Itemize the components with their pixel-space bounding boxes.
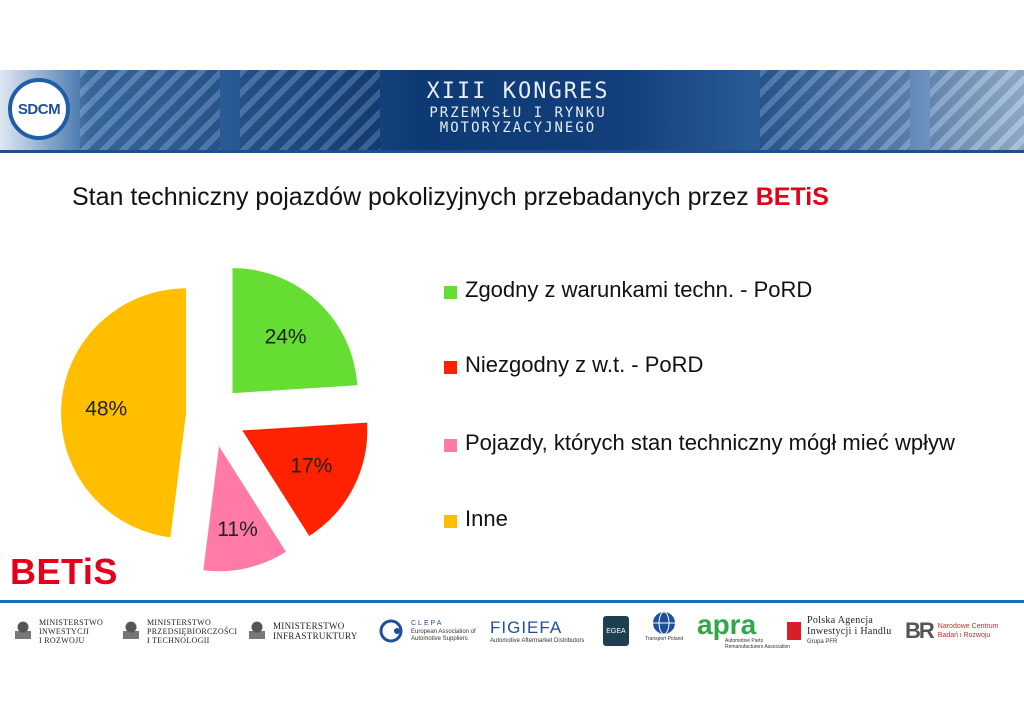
sponsor-name: CLEPA (411, 620, 444, 627)
banner-photo (240, 70, 380, 150)
sponsor-logo: MINISTERSTWO PRZEDSIĘBIORCZOŚCI I TECHNO… (120, 610, 237, 652)
legend-swatch (444, 515, 457, 528)
sponsor-subtitle: Automotive Parts Remanufacturers Associa… (725, 638, 791, 650)
sponsor-name: FIGIEFA (490, 617, 563, 637)
pie-slice (232, 268, 358, 394)
eagle-emblem-icon (120, 618, 142, 644)
legend-swatch (444, 286, 457, 299)
banner-photo (930, 70, 1024, 150)
paih-emblem-icon (787, 622, 801, 640)
pie-slice-label: 48% (85, 397, 127, 420)
eagle-emblem-icon (12, 618, 34, 644)
slide-title-text: Stan techniczny pojazdów pokolizyjnych p… (72, 183, 756, 211)
pie-slice (203, 446, 286, 572)
sponsor-subtitle: Grupa PFR (807, 639, 838, 645)
legend-swatch (444, 439, 457, 452)
ncbr-logo-icon: BR (905, 618, 935, 643)
congress-title-line3: MOTORYZACYJNEGO (439, 119, 597, 136)
sponsor-logo: FIGIEFA Automotive Aftermarket Distribut… (490, 610, 584, 652)
sponsor-name: EGEA (603, 616, 629, 646)
slide-title: Stan techniczny pojazdów pokolizyjnych p… (72, 183, 829, 212)
legend-swatch (444, 361, 457, 374)
clepa-star-icon (379, 619, 403, 643)
header-banner: SDCM XIII KONGRES PRZEMYSŁU I RYNKU MOTO… (0, 70, 1024, 153)
sponsor-logo: CLEPA European Association of Automotive… (375, 610, 476, 652)
pie-chart: 24% 17% 11% 48% (61, 268, 368, 572)
legend-label: Pojazdy, których stan techniczny mógł mi… (465, 430, 955, 455)
sponsor-name: MINISTERSTWO INFRASTRUKTURY (273, 621, 358, 641)
sponsor-name: MINISTERSTWO INWESTYCJI I ROZWOJU (39, 617, 104, 645)
sponsor-logo: apra Automotive Parts Remanufacturers As… (697, 610, 790, 652)
sponsor-name: MINISTERSTWO PRZEDSIĘBIORCZOŚCI I TECHNO… (147, 617, 238, 645)
pie-slice-label: 24% (265, 326, 307, 349)
legend-item: Inne (444, 506, 985, 534)
pie-slice (242, 422, 368, 536)
congress-title-line2: PRZEMYSŁU I RYNKU (429, 105, 607, 122)
pie-slice (61, 288, 187, 538)
legend-label: Niezgodny z w.t. - PoRD (465, 352, 704, 377)
betis-logo: BETiS (10, 551, 118, 592)
congress-title: XIII KONGRES PRZEMYSŁU I RYNKU MOTORYZAC… (418, 80, 618, 135)
sponsor-logo: Polska Agencja Inwestycji i Handlu Grupa… (787, 610, 892, 652)
sponsor-subtitle: European Association of Automotive Suppl… (411, 629, 476, 642)
sponsor-logo: MINISTERSTWO INWESTYCJI I ROZWOJU (12, 610, 103, 652)
sponsor-name: Narodowe Centrum Badań i Rozwoju (937, 623, 999, 639)
banner-photo (760, 70, 910, 150)
eagle-emblem-icon (246, 618, 268, 644)
pie-slice-label: 11% (217, 518, 257, 541)
sponsor-name: Transport Poland (645, 636, 684, 642)
footer-divider (0, 600, 1024, 603)
legend-item: Zgodny z warunkami techn. - PoRD (444, 277, 985, 305)
sponsor-logo: EGEA (603, 610, 629, 652)
banner-photo (80, 70, 220, 150)
legend-label: Zgodny z warunkami techn. - PoRD (465, 277, 813, 302)
sponsor-logo: Transport Poland (645, 610, 683, 652)
sponsor-logo: BR Narodowe Centrum Badań i Rozwoju (905, 610, 998, 652)
pie-slice-label: 17% (290, 455, 332, 478)
sponsor-subtitle: Automotive Aftermarket Distributors (490, 637, 585, 644)
globe-icon (653, 611, 676, 635)
legend-item: Pojazdy, których stan techniczny mógł mi… (444, 430, 985, 458)
congress-title-line1: XIII KONGRES (426, 79, 610, 104)
sponsor-name: apra (697, 609, 757, 640)
sponsor-name: Polska Agencja Inwestycji i Handlu (807, 615, 892, 637)
sdcm-logo: SDCM (8, 78, 70, 140)
sponsor-logo: MINISTERSTWO INFRASTRUKTURY (246, 610, 358, 652)
legend-item: Niezgodny z w.t. - PoRD (444, 352, 985, 380)
legend-label: Inne (465, 506, 508, 531)
slide-title-brand: BETiS (755, 183, 829, 211)
